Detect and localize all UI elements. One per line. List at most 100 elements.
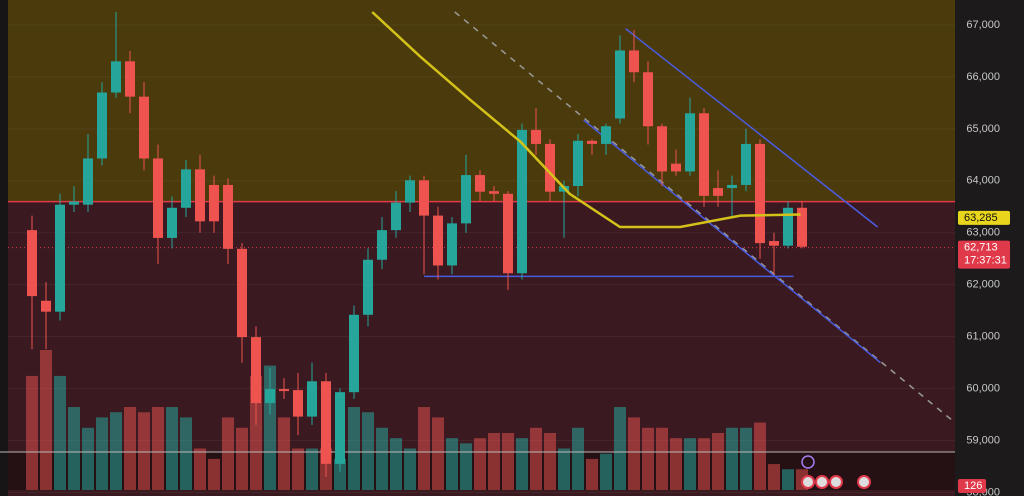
- candle-body: [279, 389, 289, 392]
- upper-zone: [8, 0, 955, 202]
- volume-bar: [404, 448, 416, 490]
- candle-body: [769, 241, 779, 246]
- candle-body: [699, 113, 709, 196]
- volume-bar: [82, 427, 94, 490]
- volume-bar: [124, 407, 136, 490]
- candle-body: [349, 314, 359, 393]
- event-icon: [801, 475, 815, 489]
- volume-bar: [166, 407, 178, 490]
- event-icon: [829, 475, 843, 489]
- volume-bar: [418, 407, 430, 490]
- event-icon: [801, 455, 815, 469]
- volume-bar: [68, 407, 80, 490]
- y-tick-label: 63,000: [966, 227, 1000, 239]
- volume-bar: [460, 443, 472, 490]
- candle-body: [209, 184, 219, 222]
- candle-body: [181, 169, 191, 208]
- volume-badge: 126: [964, 480, 982, 492]
- candle-body: [545, 143, 555, 192]
- candle-body: [195, 169, 205, 222]
- candle-body: [433, 215, 443, 266]
- volume-bar: [670, 438, 682, 490]
- candle-body: [83, 158, 93, 205]
- volume-bar: [222, 417, 234, 490]
- volume-bar: [446, 438, 458, 490]
- volume-bar: [362, 412, 374, 490]
- volume-bar: [726, 427, 738, 490]
- event-icon: [857, 475, 871, 489]
- candle-body: [111, 61, 121, 93]
- candle-body: [531, 129, 541, 144]
- y-tick-label: 65,000: [966, 123, 1000, 135]
- candle-body: [153, 158, 163, 238]
- channel-line: [583, 119, 881, 364]
- volume-bar: [544, 432, 556, 490]
- volume-bar: [208, 458, 220, 490]
- candle-body: [293, 390, 303, 417]
- candle-body: [167, 207, 177, 238]
- ma-badge: [958, 210, 1010, 225]
- volume-bar: [502, 432, 514, 490]
- countdown: 17:37:31: [964, 255, 1007, 267]
- volume-bar: [292, 448, 304, 490]
- volume-bar: [236, 427, 248, 490]
- candle-body: [475, 175, 485, 192]
- candle-body: [643, 72, 653, 127]
- candle-body: [783, 207, 793, 246]
- volume-bar: [586, 458, 598, 490]
- volume-bar: [152, 407, 164, 490]
- candle-body: [377, 230, 387, 260]
- candle-body: [335, 392, 345, 464]
- candle-body: [447, 223, 457, 266]
- volume-bar: [40, 350, 52, 490]
- y-tick-label: 66,000: [966, 71, 1000, 83]
- channel-line: [625, 28, 879, 228]
- volume-bar: [334, 458, 346, 490]
- volume-bar: [432, 417, 444, 490]
- candle-body: [503, 193, 513, 274]
- candle-body: [55, 204, 65, 312]
- candle-body: [671, 163, 681, 172]
- candle-body: [755, 143, 765, 244]
- candle-body: [629, 50, 639, 73]
- volume-bar: [390, 438, 402, 490]
- volume-bar: [712, 432, 724, 490]
- volume-bar: [530, 427, 542, 490]
- volume-bar: [684, 438, 696, 490]
- candle-body: [461, 175, 471, 224]
- y-tick-label: 64,000: [966, 175, 1000, 187]
- volume-bar: [54, 375, 66, 490]
- y-tick-label: 59,000: [966, 434, 1000, 446]
- candle-body: [685, 113, 695, 172]
- candle-body: [727, 184, 737, 189]
- candle-body: [517, 129, 527, 274]
- candle-body: [27, 230, 37, 297]
- ma-badge-label: 63,285: [964, 212, 998, 224]
- volume-bar: [376, 427, 388, 490]
- volume-bar: [474, 438, 486, 490]
- volume-bar: [180, 417, 192, 490]
- candle-body: [573, 140, 583, 186]
- candle-body: [391, 202, 401, 231]
- candle-body: [615, 50, 625, 119]
- volume-bar: [488, 432, 500, 490]
- candle-body: [69, 201, 79, 205]
- volume-bar: [600, 453, 612, 490]
- candle-body: [713, 188, 723, 196]
- candle-body: [237, 248, 247, 338]
- volume-bar: [26, 375, 38, 490]
- candle-body: [125, 61, 135, 97]
- volume-bar: [250, 375, 262, 490]
- volume-bar: [194, 448, 206, 490]
- candle-body: [601, 126, 611, 144]
- volume-bar: [656, 427, 668, 490]
- candle-body: [265, 389, 275, 404]
- candle-body: [251, 337, 261, 404]
- candle-body: [657, 126, 667, 172]
- candle-body: [741, 143, 751, 185]
- candle-body: [587, 140, 597, 144]
- volume-bar: [782, 469, 794, 490]
- candle-body: [797, 207, 807, 247]
- candle-body: [489, 191, 499, 194]
